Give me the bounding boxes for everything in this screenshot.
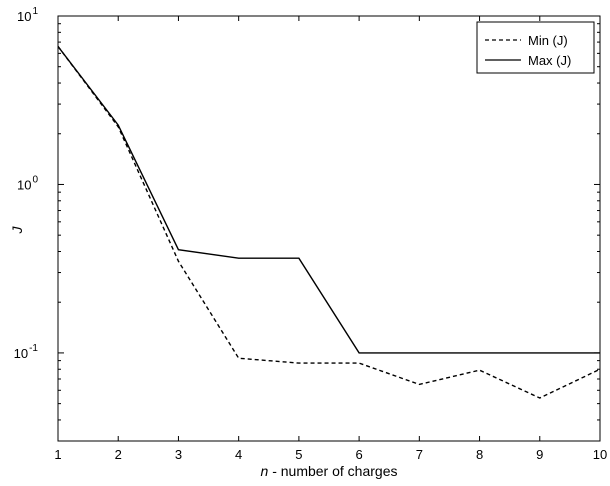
y-axis-label: J (9, 226, 25, 235)
plot-area (57, 15, 601, 442)
x-tick-label: 2 (115, 447, 122, 462)
x-tick-label: 7 (416, 447, 423, 462)
x-tick-label: 6 (355, 447, 362, 462)
x-tick-label: 4 (235, 447, 242, 462)
legend-label-min: Min (J) (528, 33, 568, 48)
y-tick-label: 10-1 (14, 343, 39, 361)
series-line-max (57, 45, 600, 354)
x-tick-label: 1 (54, 447, 61, 462)
y-tick-label: 100 (17, 174, 38, 192)
x-axis-ticks: 1 2 3 4 5 6 7 8 9 10 (54, 16, 607, 462)
series-layer (57, 45, 601, 399)
x-axis-label: n - number of charges (261, 463, 398, 479)
legend: Min (J) Max (J) (476, 21, 595, 74)
x-tick-label: 3 (175, 447, 182, 462)
x-tick-label: 8 (476, 447, 483, 462)
legend-label-max: Max (J) (528, 53, 571, 68)
y-tick-label: 101 (17, 6, 38, 24)
legend-box (476, 21, 595, 74)
x-tick-label: 10 (593, 447, 607, 462)
x-tick-label: 9 (536, 447, 543, 462)
x-tick-label: 5 (295, 447, 302, 462)
